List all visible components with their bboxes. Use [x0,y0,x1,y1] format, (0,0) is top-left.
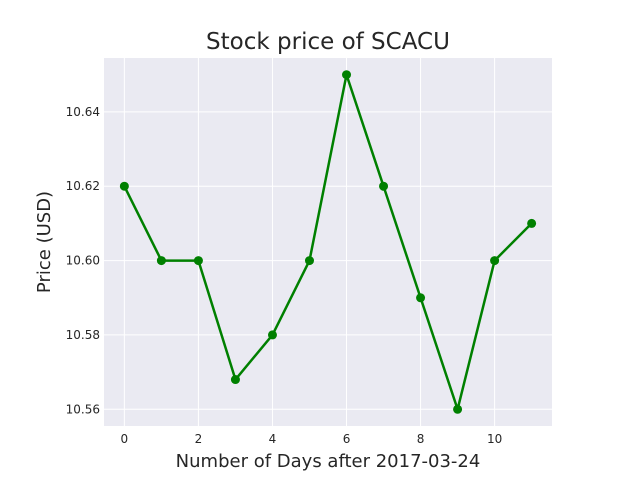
data-point [267,330,277,340]
data-point [416,293,426,303]
grid [104,58,552,426]
data-point [453,404,463,414]
y-tick-label: 10.58 [66,328,100,342]
data-point [156,256,166,266]
x-tick-label: 10 [487,432,502,446]
y-tick-label: 10.64 [66,105,100,119]
data-point [527,218,537,228]
x-tick-label: 6 [343,432,351,446]
series-line [123,73,533,411]
data-point [304,256,314,266]
x-tick-labels: 0 2 4 6 8 10 [121,432,503,446]
data-point [342,70,352,80]
series-group [119,70,537,414]
data-point [490,256,500,266]
y-tick-label: 10.60 [66,254,100,268]
data-point [119,181,129,191]
data-point [193,256,203,266]
y-tick-label: 10.56 [66,402,100,416]
data-point [379,181,389,191]
x-tick-label: 8 [417,432,425,446]
plot-area [104,58,552,426]
x-tick-label: 2 [195,432,203,446]
x-tick-label: 0 [121,432,129,446]
x-axis-label: Number of Days after 2017-03-24 [176,451,481,472]
y-tick-labels: 10.56 10.58 10.60 10.62 10.64 [66,105,100,416]
x-tick-label: 4 [269,432,277,446]
y-axis-label: Price (USD) [34,191,55,293]
y-tick-label: 10.62 [66,179,100,193]
data-point [230,375,240,385]
chart-title: Stock price of SCACU [206,29,450,55]
